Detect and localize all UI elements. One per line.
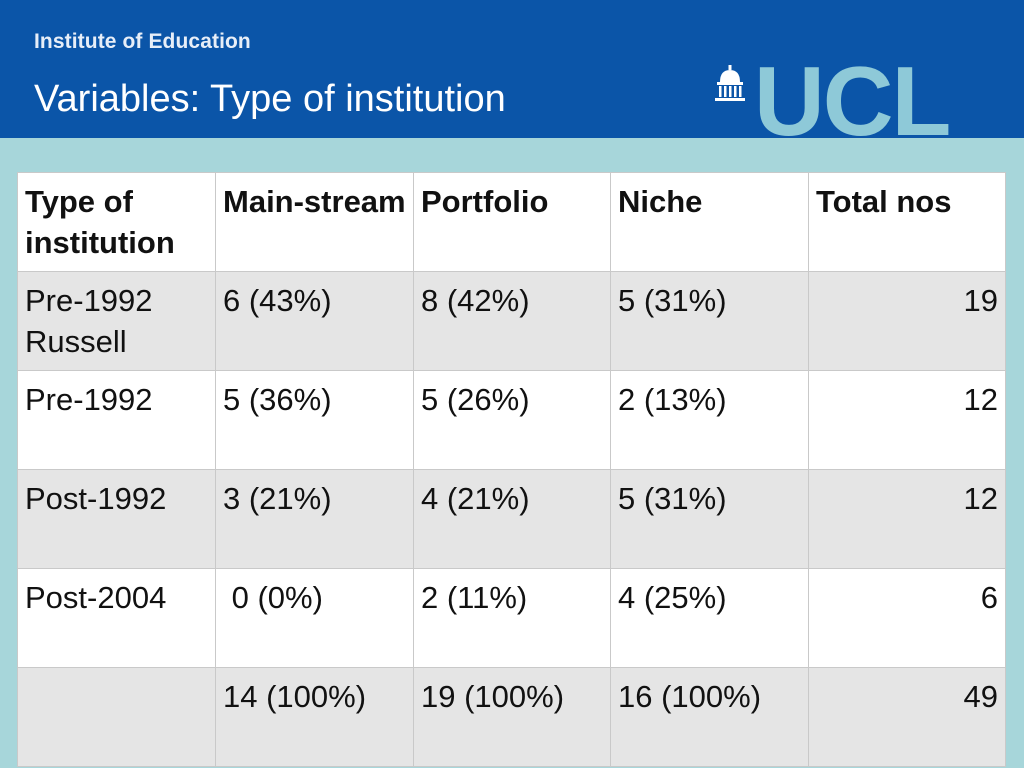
institution-table: Type of institution Main-stream Portfoli… bbox=[17, 172, 1006, 767]
table-row: Pre-1992 Russell 6 (43%) 8 (42%) 5 (31%)… bbox=[17, 271, 1006, 371]
ucl-logo: UCL bbox=[712, 52, 1002, 150]
table-cell: 5 (31%) bbox=[610, 469, 809, 569]
table-cell: 4 (21%) bbox=[413, 469, 611, 569]
table-cell: 8 (42%) bbox=[413, 271, 611, 371]
column-header-portfolio: Portfolio bbox=[413, 172, 611, 272]
table-row: Pre-1992 5 (36%) 5 (26%) 2 (13%) 12 bbox=[17, 370, 1006, 470]
column-header-total: Total nos bbox=[808, 172, 1006, 272]
table-cell: Pre-1992 Russell bbox=[17, 271, 216, 371]
ucl-logo-text: UCL bbox=[754, 46, 951, 156]
table-row-totals: 14 (100%) 19 (100%) 16 (100%) 49 bbox=[17, 667, 1006, 767]
table-cell: 19 bbox=[808, 271, 1006, 371]
column-header-type: Type of institution bbox=[17, 172, 216, 272]
table-cell: 3 (21%) bbox=[215, 469, 414, 569]
table-cell: 2 (11%) bbox=[413, 568, 611, 668]
table-cell: 16 (100%) bbox=[610, 667, 809, 767]
table-cell bbox=[17, 667, 216, 767]
table-cell: 5 (36%) bbox=[215, 370, 414, 470]
column-header-mainstream: Main-stream bbox=[215, 172, 414, 272]
table-cell: 4 (25%) bbox=[610, 568, 809, 668]
table-header-row: Type of institution Main-stream Portfoli… bbox=[17, 172, 1006, 272]
table-cell: 2 (13%) bbox=[610, 370, 809, 470]
table-cell: 0 (0%) bbox=[215, 568, 414, 668]
table-cell: 6 (43%) bbox=[215, 271, 414, 371]
table-cell: 5 (26%) bbox=[413, 370, 611, 470]
table-cell: 5 (31%) bbox=[610, 271, 809, 371]
table-cell: 12 bbox=[808, 469, 1006, 569]
institute-name: Institute of Education bbox=[34, 30, 251, 53]
table-cell: 14 (100%) bbox=[215, 667, 414, 767]
table-row: Post-2004 0 (0%) 2 (11%) 4 (25%) 6 bbox=[17, 568, 1006, 668]
table-cell: 19 (100%) bbox=[413, 667, 611, 767]
table-cell: Pre-1992 bbox=[17, 370, 216, 470]
column-header-niche: Niche bbox=[610, 172, 809, 272]
table-row: Post-1992 3 (21%) 4 (21%) 5 (31%) 12 bbox=[17, 469, 1006, 569]
table-cell: Post-2004 bbox=[17, 568, 216, 668]
table-cell: 49 bbox=[808, 667, 1006, 767]
table-cell: Post-1992 bbox=[17, 469, 216, 569]
building-dome-icon bbox=[715, 65, 745, 101]
slide-title: Variables: Type of institution bbox=[34, 78, 506, 120]
table-cell: 6 bbox=[808, 568, 1006, 668]
slide-header: Institute of Education Variables: Type o… bbox=[0, 0, 1024, 150]
table-cell: 12 bbox=[808, 370, 1006, 470]
